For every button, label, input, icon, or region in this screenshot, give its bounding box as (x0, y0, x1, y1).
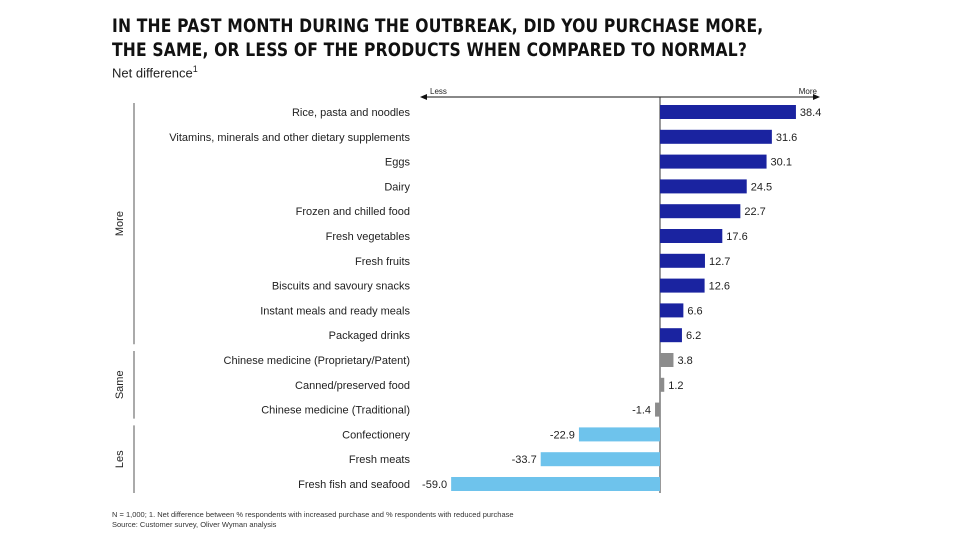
bar (660, 278, 705, 293)
category-label: Chinese medicine (Traditional) (261, 405, 410, 417)
bar (660, 253, 705, 268)
category-label: Vitamins, minerals and other dietary sup… (169, 132, 410, 144)
data-label: 31.6 (776, 132, 797, 144)
group-label: Same (114, 370, 126, 399)
data-label: 24.5 (751, 181, 772, 193)
bar (660, 303, 684, 318)
bar (660, 229, 723, 243)
data-label: 3.8 (677, 355, 692, 367)
bar (660, 377, 665, 392)
group-label: More (114, 211, 126, 236)
chart-title: IN THE PAST MONTH DURING THE OUTBREAK, D… (112, 15, 764, 61)
category-label: Dairy (384, 181, 410, 193)
data-label: -22.9 (550, 429, 575, 441)
data-label: -33.7 (512, 454, 537, 466)
data-label: -1.4 (632, 405, 651, 417)
data-label: 1.2 (668, 380, 683, 392)
data-label: 12.7 (709, 256, 730, 268)
category-label: Fresh fruits (355, 256, 411, 268)
axis-less-label: Less (430, 87, 447, 96)
bar (451, 477, 660, 491)
category-label: Rice, pasta and noodles (292, 107, 411, 119)
source-note: Source: Customer survey, Oliver Wyman an… (112, 520, 277, 529)
category-label: Chinese medicine (Proprietary/Patent) (224, 355, 410, 367)
data-label: 22.7 (744, 206, 765, 218)
bar (578, 427, 660, 442)
bar (655, 402, 660, 417)
data-label: 6.2 (686, 330, 701, 342)
chart-subtitle: Net difference1 (112, 64, 198, 80)
bar (660, 105, 796, 119)
footnote: N = 1,000; 1. Net difference between % r… (112, 510, 514, 519)
data-label: 17.6 (726, 231, 747, 243)
bar (660, 129, 772, 144)
data-label: -59.0 (422, 479, 447, 491)
data-label: 12.6 (709, 281, 730, 293)
category-label: Fresh vegetables (326, 231, 411, 243)
subtitle-footnote-mark: 1 (192, 64, 198, 74)
bar (660, 179, 747, 194)
category-label: Confectionery (342, 429, 410, 441)
category-label: Frozen and chilled food (296, 206, 410, 218)
bar (660, 154, 767, 169)
category-label: Eggs (385, 157, 411, 169)
bar (660, 204, 741, 219)
category-label: Fresh meats (349, 454, 411, 466)
bar (540, 452, 660, 467)
bar (660, 353, 674, 367)
bar (660, 328, 682, 343)
right-arrowhead-icon (813, 94, 820, 100)
data-label: 38.4 (800, 107, 821, 119)
data-label: 30.1 (771, 157, 792, 169)
axis-more-label: More (799, 87, 818, 96)
left-arrowhead-icon (420, 94, 427, 100)
group-label: Les (114, 450, 126, 468)
category-label: Biscuits and savoury snacks (272, 281, 411, 293)
data-label: 6.6 (687, 305, 702, 317)
category-label: Instant meals and ready meals (260, 305, 410, 317)
subtitle-text: Net difference (112, 65, 193, 81)
category-label: Canned/preserved food (295, 380, 410, 392)
category-label: Packaged drinks (329, 330, 411, 342)
category-label: Fresh fish and seafood (298, 479, 410, 491)
